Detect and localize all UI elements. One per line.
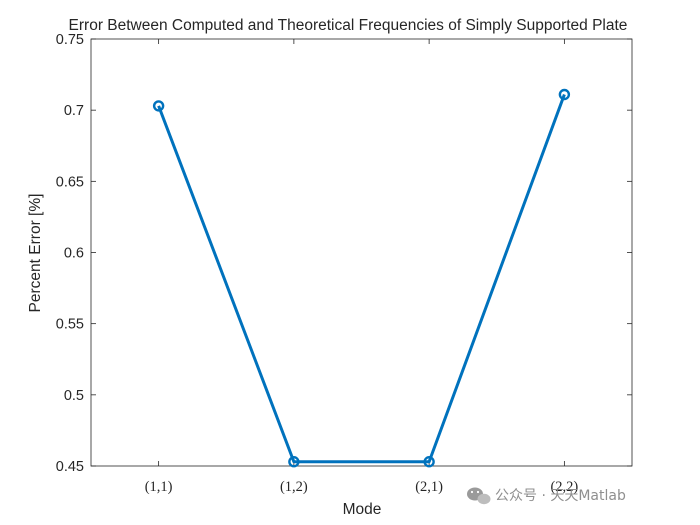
series [152, 88, 571, 468]
data-point [152, 100, 165, 112]
x-axis-label: Mode [343, 501, 382, 518]
y-tick-label: 0.6 [64, 246, 84, 262]
series-line [157, 93, 566, 464]
plot-frame [90, 38, 633, 467]
y-tick-label: 0.7 [64, 103, 84, 119]
y-axis-ticks: 0.45 0.5 0.55 0.6 0.65 0.7 0.75 [56, 32, 632, 475]
wechat-icon [467, 487, 491, 505]
y-tick-label: 0.45 [56, 459, 84, 475]
x-tick-label: (2,2) [550, 479, 578, 495]
x-axis-ticks: (1,1) (1,2) (2,1) (2,2) [145, 39, 578, 495]
y-tick-label: 0.5 [64, 388, 84, 404]
plot-box [90, 38, 633, 467]
y-tick-label: 0.55 [56, 317, 84, 333]
y-tick-label: 0.75 [56, 32, 84, 48]
watermark: 公众号 · 天天Matlab [467, 487, 626, 505]
data-point [558, 88, 571, 101]
watermark-text: 公众号 · 天天Matlab [495, 488, 626, 504]
data-point [423, 456, 435, 468]
x-tick-label: (1,2) [280, 479, 308, 495]
chart-title: Error Between Computed and Theoretical F… [69, 17, 628, 34]
x-tick-label: (1,1) [145, 479, 173, 495]
y-tick-label: 0.65 [56, 174, 84, 190]
x-tick-label: (2,1) [415, 479, 443, 495]
data-point [288, 456, 300, 468]
y-axis-label: Percent Error [%] [27, 194, 44, 313]
